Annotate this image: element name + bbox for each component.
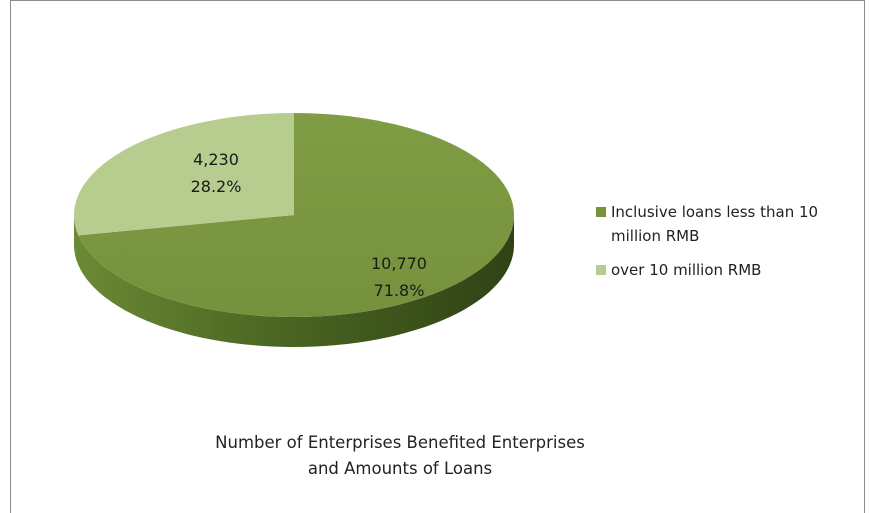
pie-slice-over-10-million: [73, 113, 295, 236]
chart-legend: Inclusive loans less than 10 million RMB…: [596, 200, 858, 292]
chart-title-line1: Number of Enterprises Benefited Enterpri…: [215, 433, 585, 452]
legend-label-over-10-million: over 10 million RMB: [611, 261, 762, 279]
pie-side-wall-major: [74, 215, 514, 347]
legend-swatch-over-10-million: [596, 265, 606, 275]
pie-side-wall: [74, 215, 514, 347]
pie-top-face: [73, 113, 514, 318]
legend-swatch-inclusive-loans: [596, 207, 606, 217]
chart-title-line2: and Amounts of Loans: [307, 459, 493, 478]
pie-slice-inclusive-loans: [78, 113, 514, 318]
legend-label-inclusive-line1: Inclusive loans less than 10: [611, 203, 819, 221]
pie-data-labels: 10,770 71.8% 4,230 28.2%: [191, 150, 427, 300]
legend-item-inclusive-loans: Inclusive loans less than 10 million RMB: [596, 200, 858, 248]
legend-item-over-10-million: over 10 million RMB: [596, 258, 858, 282]
legend-label-inclusive-line2: million RMB: [611, 227, 700, 245]
chart-title: Number of Enterprises Benefited Enterpri…: [170, 430, 630, 482]
slice-value-label-minor: 4,230: [193, 150, 239, 169]
slice-value-label-major: 10,770: [371, 254, 427, 273]
slice-percent-label-major: 71.8%: [374, 281, 425, 300]
slice-percent-label-minor: 28.2%: [191, 177, 242, 196]
